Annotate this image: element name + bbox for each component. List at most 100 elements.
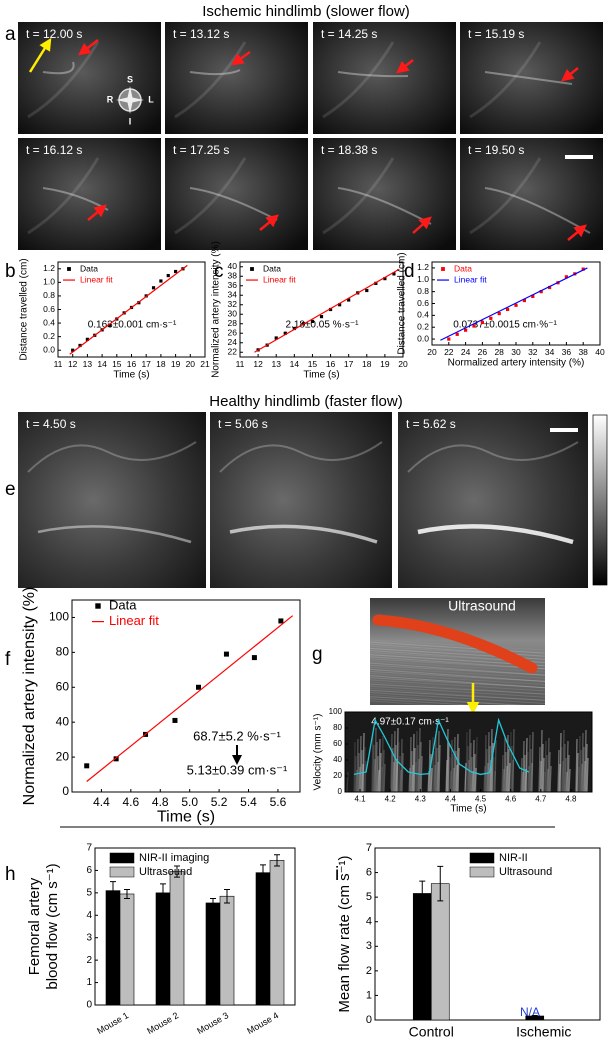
x-tick-label: 4.6 (122, 795, 139, 809)
error-bar (224, 888, 230, 904)
vessel (229, 524, 378, 544)
x-tick-label: 19 (380, 359, 390, 369)
doppler-speckle (379, 752, 382, 793)
ultrasound-texture (369, 641, 546, 654)
data-point (292, 326, 296, 331)
ultrasound-texture (369, 666, 546, 679)
legend-label: Data (454, 263, 472, 273)
data-point (251, 655, 257, 661)
x-tick-label: 17 (141, 359, 151, 369)
doppler-speckle (502, 768, 505, 793)
doppler-speckle (567, 754, 570, 793)
doppler-speckle (558, 763, 561, 793)
doppler-speckle (445, 759, 448, 793)
y-axis-label: Velocity (mm s⁻¹) (313, 714, 324, 791)
doppler-speckle (378, 738, 381, 793)
doppler-speckle (362, 732, 365, 793)
doppler-speckle (493, 770, 496, 793)
red-arrow (259, 214, 279, 231)
x-tick-label: 4.6 (505, 794, 517, 803)
doppler-speckle (399, 769, 402, 793)
doppler-speckle (522, 740, 525, 793)
ultrasound-texture (369, 696, 546, 708)
doppler-speckle (371, 730, 374, 793)
x-tick-label: 22 (444, 347, 454, 357)
y-tick-label: 5 (86, 887, 92, 898)
compass-star (116, 86, 144, 114)
x-tick-label: 4.4 (93, 795, 110, 809)
doppler-speckle (525, 737, 528, 793)
data-point (278, 618, 284, 624)
bar (255, 872, 271, 1006)
compass-label: I (129, 116, 132, 126)
vessel (219, 441, 383, 473)
doppler-speckle (391, 747, 394, 793)
nir-frame (313, 22, 456, 134)
fit-line (69, 264, 188, 355)
data-point (383, 277, 387, 281)
doppler-speckle (470, 756, 473, 793)
annotation: 68.7±5.2 %·s⁻¹ (193, 728, 281, 743)
data-point (564, 275, 568, 279)
x-tick-label: 5.4 (240, 795, 257, 809)
ultrasound-texture (369, 677, 546, 689)
y-axis-label: Distance travelled (cm) (19, 258, 30, 360)
x-tick-label: 13 (271, 359, 281, 369)
doppler-speckle (467, 759, 470, 793)
x-tick-label: 5.6 (270, 795, 287, 809)
doppler-speckle (451, 753, 454, 793)
ultrasound-texture (369, 700, 546, 714)
y-tick-label: 0.0 (43, 344, 55, 354)
legend-marker (95, 603, 101, 609)
nir-frame (460, 22, 603, 134)
bar (412, 893, 432, 1021)
y-tick-label: 40 (228, 261, 238, 271)
doppler-speckle (563, 743, 566, 793)
compass-label: R (107, 94, 114, 104)
bar (430, 883, 450, 1021)
y-tick-label: 1 (86, 977, 92, 988)
doppler-speckle (543, 771, 546, 793)
panel-letter: f (5, 649, 11, 670)
y-tick-label: 3 (366, 940, 372, 952)
doppler-speckle (505, 765, 508, 793)
nir-frame (165, 22, 308, 134)
doppler-speckle (372, 744, 375, 793)
data-point (365, 288, 369, 293)
data-point (174, 269, 178, 274)
doppler-speckle (508, 762, 511, 793)
x-tick-label: 11 (236, 359, 245, 369)
yellow-arrow (28, 37, 52, 73)
doppler-speckle (430, 767, 433, 793)
ultrasound-texture (369, 668, 546, 682)
doppler-speckle (582, 746, 585, 793)
doppler-speckle (398, 755, 401, 793)
error-bar (210, 897, 216, 908)
error-bar (124, 888, 130, 899)
frame-time: t = 16.12 s (26, 143, 82, 157)
error-bar (419, 880, 426, 907)
doppler-speckle (375, 741, 378, 793)
x-tick-label: 14 (290, 359, 300, 369)
legend-label: Data (109, 597, 137, 612)
x-tick-label: 36 (562, 347, 572, 357)
data-point (531, 294, 535, 298)
y-tick-label: 7 (366, 842, 372, 854)
doppler-speckle (524, 768, 527, 793)
doppler-speckle (564, 757, 567, 793)
data-point (497, 311, 501, 316)
doppler-speckle (474, 767, 477, 793)
frame-time: t = 15.19 s (468, 27, 524, 41)
doppler-speckle (359, 735, 362, 793)
x-tick-label: 12 (253, 359, 263, 369)
x-tick-label: 30 (511, 347, 521, 357)
x-tick-label: Ischemic (516, 1024, 571, 1040)
y-tick-label: 0 (366, 1014, 372, 1026)
y-tick-label: 0.6 (43, 304, 55, 314)
y-tick-label: 2 (366, 965, 372, 977)
x-axis-label: Time (s) (450, 803, 486, 814)
vessel (484, 71, 573, 85)
y-tick-label: 6 (86, 865, 92, 876)
heading: Healthy hindlimb (faster flow) (209, 393, 402, 410)
